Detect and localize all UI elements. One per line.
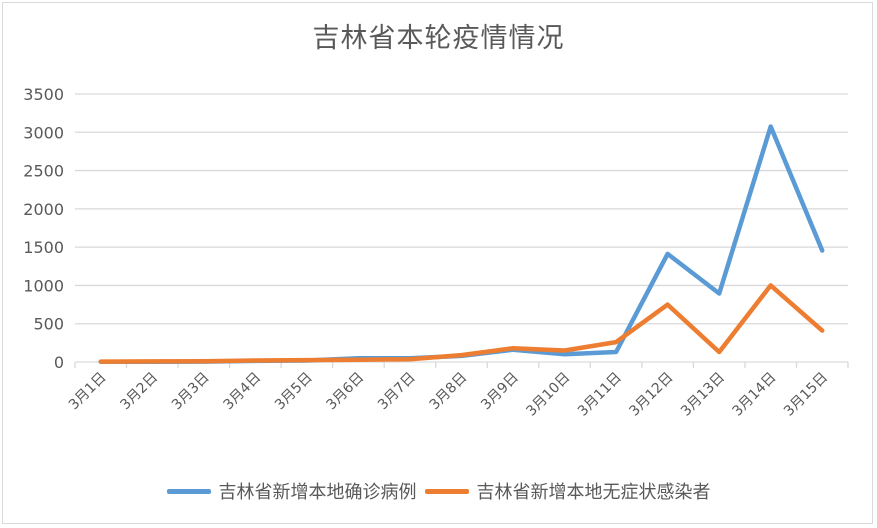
legend-swatch-orange-icon xyxy=(424,488,469,494)
y-tick-label: 500 xyxy=(33,315,64,334)
x-tick-label: 3月10日 xyxy=(523,370,573,420)
legend-item-confirmed[interactable]: 吉林省新增本地确诊病例 xyxy=(166,478,417,504)
y-tick-label: 0 xyxy=(54,353,64,372)
y-tick-label: 1000 xyxy=(23,276,64,295)
x-tick-label: 3月6日 xyxy=(324,370,368,414)
legend-item-asymptomatic[interactable]: 吉林省新增本地无症状感染者 xyxy=(424,478,711,504)
x-tick-label: 3月13日 xyxy=(678,370,728,420)
y-axis-ticks: 0 500 1000 1500 2000 2500 3000 3500 xyxy=(23,85,64,372)
x-tick-label: 3月7日 xyxy=(375,370,419,414)
y-tick-label: 3000 xyxy=(23,123,64,142)
series-line-1 xyxy=(98,283,825,364)
x-tick-label: 3月12日 xyxy=(626,370,676,420)
x-tick-label: 3月5日 xyxy=(272,370,316,414)
data-lines xyxy=(98,124,825,365)
x-tick-label: 3月2日 xyxy=(117,370,161,414)
legend: 吉林省新增本地确诊病例 吉林省新增本地无症状感染者 xyxy=(0,478,877,504)
y-tick-label: 2500 xyxy=(23,162,64,181)
gridlines xyxy=(75,93,848,325)
series-line-0 xyxy=(98,124,825,365)
x-tick-label: 3月4日 xyxy=(220,370,264,414)
x-tick-label: 3月1日 xyxy=(66,370,110,414)
x-tick-label: 3月11日 xyxy=(575,370,625,420)
x-tick-label: 3月9日 xyxy=(478,370,522,414)
y-tick-label: 3500 xyxy=(23,85,64,104)
chart-title: 吉林省本轮疫情情况 xyxy=(312,23,565,54)
legend-swatch-blue-icon xyxy=(166,488,211,494)
x-axis-labels: 3月1日 3月2日 3月3日 3月4日 3月5日 3月6日 3月7日 3月8日 3月9日 3月10… xyxy=(66,370,831,420)
legend-label: 吉林省新增本地无症状感染者 xyxy=(476,482,711,503)
x-tick-label: 3月8日 xyxy=(427,370,471,414)
x-tick-label: 3月14日 xyxy=(730,370,780,420)
y-tick-label: 1500 xyxy=(23,238,64,257)
x-tick-label: 3月15日 xyxy=(781,370,831,420)
x-tick-label: 3月3日 xyxy=(169,370,213,414)
y-tick-label: 2000 xyxy=(23,200,64,219)
legend-label: 吉林省新增本地确诊病例 xyxy=(218,482,417,503)
